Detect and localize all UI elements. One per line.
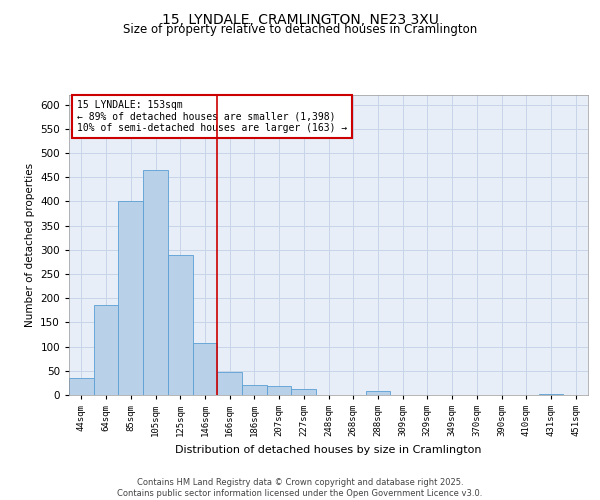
Bar (143, 170, 168, 395)
Bar (118, 202, 143, 395)
Bar (242, 386, 267, 395)
Bar (365, 391, 390, 395)
Bar (94, 306, 118, 395)
Y-axis label: Number of detached properties: Number of detached properties (25, 163, 35, 327)
Bar (539, 394, 563, 395)
Text: 15 LYNDALE: 153sqm
← 89% of detached houses are smaller (1,398)
10% of semi-deta: 15 LYNDALE: 153sqm ← 89% of detached hou… (77, 100, 347, 132)
Bar (69, 378, 94, 395)
Bar (267, 386, 292, 395)
Text: 15, LYNDALE, CRAMLINGTON, NE23 3XU: 15, LYNDALE, CRAMLINGTON, NE23 3XU (161, 12, 439, 26)
Bar (292, 389, 316, 395)
Bar (217, 372, 242, 395)
Bar (193, 342, 217, 395)
Bar (168, 254, 193, 395)
Text: Size of property relative to detached houses in Cramlington: Size of property relative to detached ho… (123, 22, 477, 36)
Text: Contains HM Land Registry data © Crown copyright and database right 2025.
Contai: Contains HM Land Registry data © Crown c… (118, 478, 482, 498)
X-axis label: Distribution of detached houses by size in Cramlington: Distribution of detached houses by size … (175, 444, 482, 454)
